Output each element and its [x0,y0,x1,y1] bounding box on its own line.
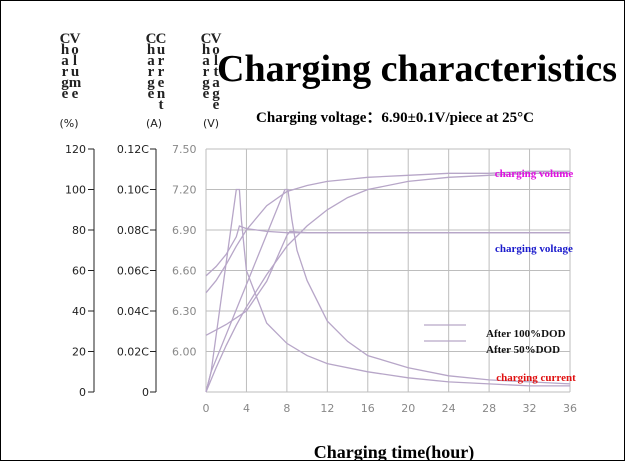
capacity-axis-unit: (%) [59,117,78,130]
x-tick-label: 24 [442,402,456,415]
annotation-label: charging volume [495,168,574,180]
x-tick-label: 16 [361,402,375,415]
series-line-5 [205,188,570,393]
voltage-tick-label: 6.60 [172,265,197,278]
current-axis-unit: (A) [146,117,162,130]
x-tick-label: 28 [482,402,496,415]
annotation-label: charging current [496,372,576,384]
x-tick-label: 20 [401,402,415,415]
voltage-tick-label: 6.00 [172,346,197,359]
series-line-2 [205,172,570,393]
current-tick-label: 0.12C [117,143,149,156]
voltage-tick-label: 7.50 [172,143,197,156]
capacity-tick-label: 80 [72,224,86,237]
voltage-axis-unit: (V) [203,117,219,130]
capacity-tick-label: 100 [65,184,86,197]
chart-title: Charging characteristics [217,48,617,90]
chart-subtitle: Charging voltage：6.90±0.1V/piece at 25°C [256,110,534,126]
voltage-tick-label: 6.30 [172,305,197,318]
current-tick-label: 0.06C [117,265,149,278]
x-tick-label: 8 [283,402,290,415]
axes [88,148,157,393]
current-tick-label: 0.04C [117,305,149,318]
annotation-label: charging voltage [495,243,573,255]
capacity-tick-label: 60 [72,265,86,278]
x-tick-label: 32 [523,402,537,415]
legend-label: After 50%DOD [486,344,560,356]
current-tick-label: 0.02C [117,346,149,359]
series-line-6 [205,188,571,393]
capacity-tick-label: 20 [72,346,86,359]
grid [205,148,571,393]
x-tick-label: 36 [563,402,577,415]
capacity-tick-label: 120 [65,143,86,156]
x-tick-label: 0 [203,402,210,415]
current-tick-label: 0 [142,386,149,399]
capacity-tick-label: 40 [72,305,86,318]
x-tick-label: 12 [320,402,334,415]
legend-label: After 100%DOD [486,328,566,340]
current-tick-label: 0.10C [117,184,149,197]
voltage-tick-label: 7.20 [172,184,197,197]
x-axis-label: Charging time(hour) [314,442,475,461]
chart-text: 0 4 8 12 16 20 24 28 32 36 0 20 40 60 80 100 120 C h a r g eV o… [59,31,617,461]
series-line-1 [205,170,570,294]
x-tick-label: 4 [243,402,250,415]
current-tick-label: 0.08C [117,224,149,237]
capacity-tick-label: 0 [79,386,86,399]
voltage-tick-label: 6.90 [172,224,197,237]
series [205,170,571,393]
